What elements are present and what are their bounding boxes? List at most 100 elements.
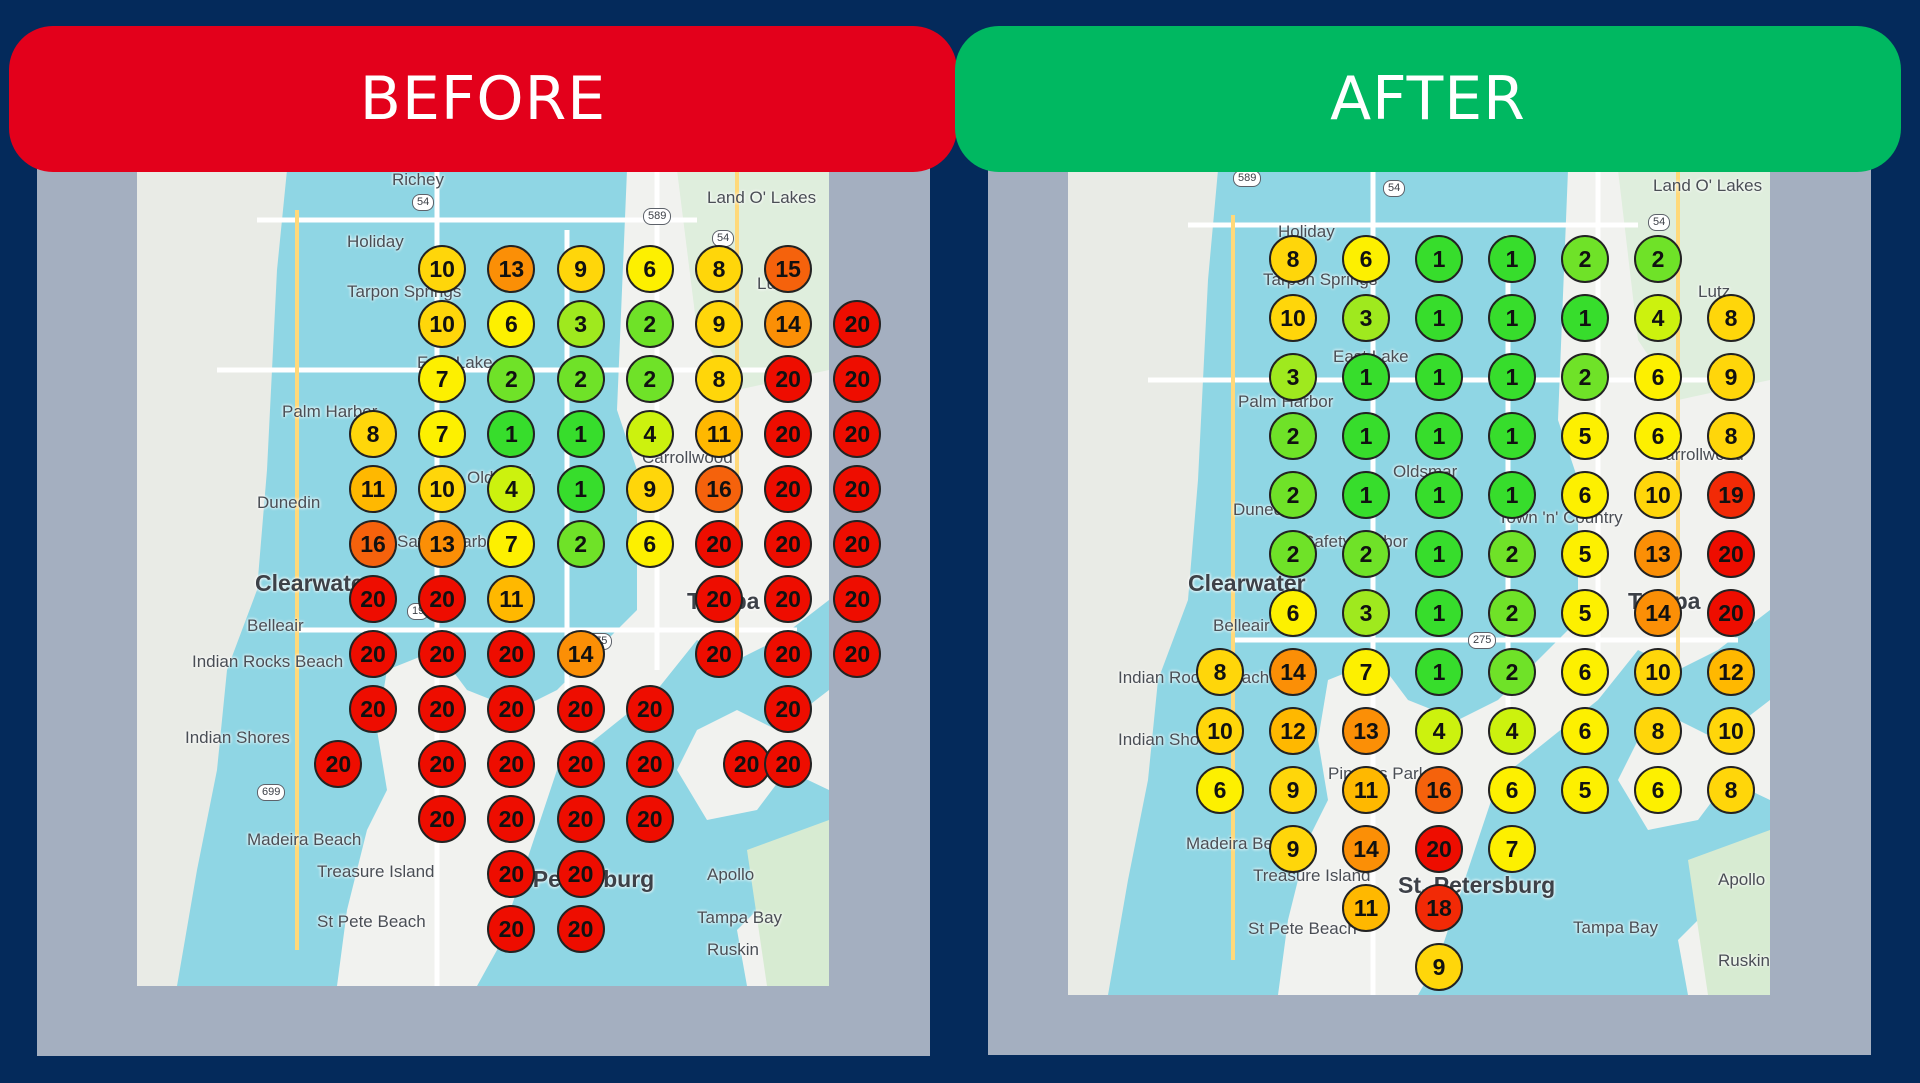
rank-pin[interactable]: 20 <box>487 630 536 678</box>
rank-pin[interactable]: 10 <box>1196 707 1244 755</box>
rank-pin[interactable]: 4 <box>1488 707 1536 755</box>
rank-pin[interactable]: 6 <box>1488 766 1536 814</box>
rank-pin[interactable]: 10 <box>1634 471 1682 519</box>
rank-pin[interactable]: 1 <box>1415 294 1463 342</box>
rank-pin[interactable]: 20 <box>833 520 882 568</box>
rank-pin[interactable]: 2 <box>1634 235 1682 283</box>
rank-pin[interactable]: 20 <box>1707 589 1755 637</box>
rank-pin[interactable]: 5 <box>1561 412 1609 460</box>
rank-pin[interactable]: 13 <box>418 520 467 568</box>
rank-pin[interactable]: 1 <box>1415 589 1463 637</box>
rank-pin[interactable]: 20 <box>625 685 674 733</box>
rank-pin[interactable]: 9 <box>1269 766 1317 814</box>
rank-pin[interactable]: 20 <box>695 630 743 678</box>
rank-pin[interactable]: 20 <box>556 740 605 788</box>
rank-pin[interactable]: 20 <box>487 685 536 733</box>
rank-pin[interactable]: 2 <box>1561 353 1609 401</box>
rank-pin[interactable]: 20 <box>764 410 813 458</box>
rank-pin[interactable]: 20 <box>418 795 467 843</box>
rank-pin[interactable]: 6 <box>1342 235 1390 283</box>
after-map[interactable]: Land O' Lakes Holiday Tarpon Springs East L… <box>1068 170 1770 995</box>
rank-pin[interactable]: 20 <box>695 520 743 568</box>
rank-pin[interactable]: 4 <box>1415 707 1463 755</box>
rank-pin[interactable]: 11 <box>1342 884 1390 932</box>
rank-pin[interactable]: 1 <box>1561 294 1609 342</box>
rank-pin[interactable]: 18 <box>1415 884 1463 932</box>
rank-pin[interactable]: 6 <box>487 300 536 348</box>
rank-pin[interactable]: 20 <box>764 575 813 623</box>
rank-pin[interactable]: 1 <box>1488 294 1536 342</box>
rank-pin[interactable]: 14 <box>1269 648 1317 696</box>
rank-pin[interactable]: 2 <box>556 520 605 568</box>
rank-pin[interactable]: 13 <box>1342 707 1390 755</box>
rank-pin[interactable]: 2 <box>1342 530 1390 578</box>
rank-pin[interactable]: 5 <box>1561 530 1609 578</box>
rank-pin[interactable]: 10 <box>1707 707 1755 755</box>
rank-pin[interactable]: 1 <box>1342 353 1390 401</box>
rank-pin[interactable]: 6 <box>1634 766 1682 814</box>
rank-pin[interactable]: 7 <box>1342 648 1390 696</box>
rank-pin[interactable]: 8 <box>1707 412 1755 460</box>
rank-pin[interactable]: 8 <box>1707 766 1755 814</box>
rank-pin[interactable]: 6 <box>1561 707 1609 755</box>
rank-pin[interactable]: 1 <box>1415 471 1463 519</box>
rank-pin[interactable]: 20 <box>764 740 813 788</box>
rank-pin[interactable]: 20 <box>764 465 813 513</box>
rank-pin[interactable]: 6 <box>1634 412 1682 460</box>
rank-pin[interactable]: 20 <box>833 575 882 623</box>
rank-pin[interactable]: 8 <box>1707 294 1755 342</box>
rank-pin[interactable]: 3 <box>1342 589 1390 637</box>
rank-pin[interactable]: 2 <box>1269 530 1317 578</box>
rank-pin[interactable]: 1 <box>1415 353 1463 401</box>
rank-pin[interactable]: 6 <box>625 520 674 568</box>
rank-pin[interactable]: 1 <box>556 465 605 513</box>
rank-pin[interactable]: 20 <box>349 685 397 733</box>
rank-pin[interactable]: 2 <box>625 355 674 403</box>
rank-pin[interactable]: 1 <box>1488 471 1536 519</box>
rank-pin[interactable]: 20 <box>833 300 882 348</box>
rank-pin[interactable]: 20 <box>833 355 882 403</box>
rank-pin[interactable]: 20 <box>764 685 813 733</box>
rank-pin[interactable]: 10 <box>418 300 467 348</box>
rank-pin[interactable]: 20 <box>764 520 813 568</box>
rank-pin[interactable]: 1 <box>1488 235 1536 283</box>
rank-pin[interactable]: 1 <box>1488 412 1536 460</box>
rank-pin[interactable]: 20 <box>833 465 882 513</box>
rank-pin[interactable]: 7 <box>418 410 467 458</box>
rank-pin[interactable]: 6 <box>1634 353 1682 401</box>
rank-pin[interactable]: 20 <box>764 355 813 403</box>
rank-pin[interactable]: 2 <box>1269 471 1317 519</box>
rank-pin[interactable]: 20 <box>722 740 771 788</box>
rank-pin[interactable]: 8 <box>1269 235 1317 283</box>
rank-pin[interactable]: 9 <box>556 245 605 293</box>
rank-pin[interactable]: 6 <box>625 245 674 293</box>
rank-pin[interactable]: 10 <box>418 465 467 513</box>
rank-pin[interactable]: 1 <box>1342 412 1390 460</box>
rank-pin[interactable]: 1 <box>1415 530 1463 578</box>
rank-pin[interactable]: 20 <box>487 795 536 843</box>
rank-pin[interactable]: 20 <box>556 850 605 898</box>
rank-pin[interactable]: 8 <box>695 355 743 403</box>
rank-pin[interactable]: 16 <box>349 520 397 568</box>
rank-pin[interactable]: 20 <box>625 740 674 788</box>
rank-pin[interactable]: 14 <box>1342 825 1390 873</box>
rank-pin[interactable]: 20 <box>349 575 397 623</box>
rank-pin[interactable]: 14 <box>1634 589 1682 637</box>
rank-pin[interactable]: 5 <box>1561 589 1609 637</box>
rank-pin[interactable]: 6 <box>1269 589 1317 637</box>
rank-pin[interactable]: 2 <box>1561 235 1609 283</box>
rank-pin[interactable]: 11 <box>349 465 397 513</box>
rank-pin[interactable]: 14 <box>556 630 605 678</box>
rank-pin[interactable]: 2 <box>1269 412 1317 460</box>
rank-pin[interactable]: 20 <box>418 630 467 678</box>
rank-pin[interactable]: 16 <box>1415 766 1463 814</box>
rank-pin[interactable]: 1 <box>1415 412 1463 460</box>
rank-pin[interactable]: 20 <box>833 410 882 458</box>
rank-pin[interactable]: 4 <box>625 410 674 458</box>
rank-pin[interactable]: 13 <box>487 245 536 293</box>
rank-pin[interactable]: 4 <box>487 465 536 513</box>
rank-pin[interactable]: 8 <box>1634 707 1682 755</box>
rank-pin[interactable]: 2 <box>1488 530 1536 578</box>
rank-pin[interactable]: 2 <box>556 355 605 403</box>
rank-pin[interactable]: 2 <box>625 300 674 348</box>
